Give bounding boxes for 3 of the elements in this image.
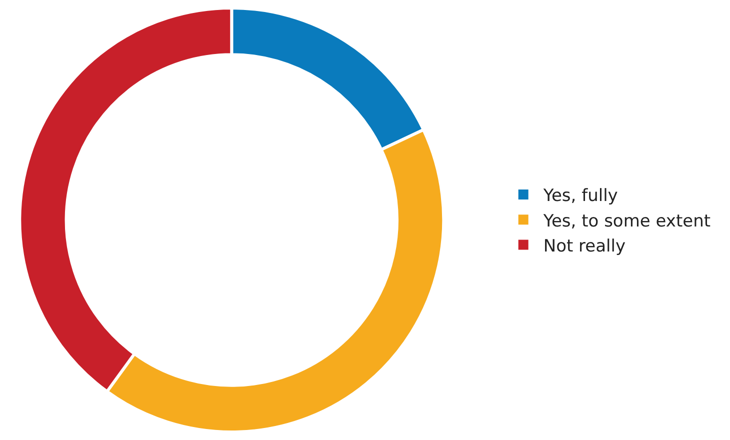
- legend-label: Not really: [543, 236, 626, 256]
- legend-label: Yes, to some extent: [542, 211, 711, 232]
- legend-label: Yes, fully: [542, 186, 618, 206]
